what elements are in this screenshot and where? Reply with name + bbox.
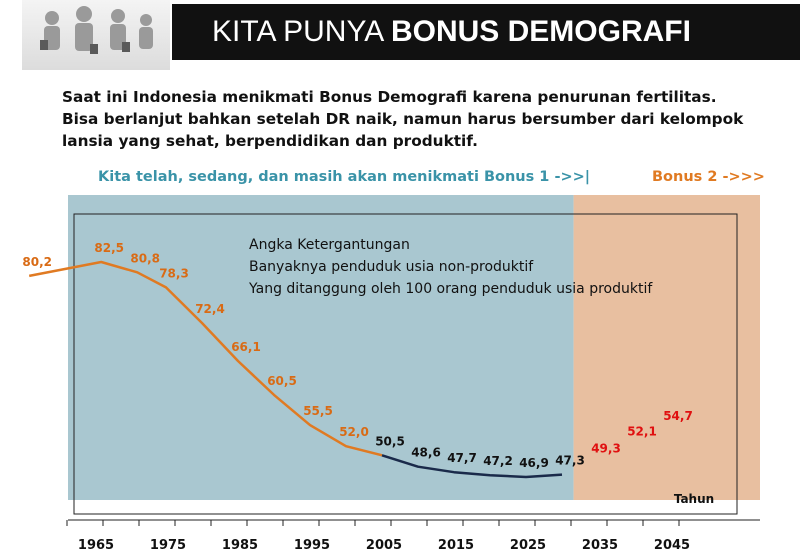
x-tick-label: 2025 bbox=[510, 538, 546, 553]
series-line-past bbox=[28, 260, 383, 457]
x-tick-label: 2035 bbox=[582, 538, 618, 553]
title-light: KITA PUNYA bbox=[212, 15, 391, 48]
data-label: 60,5 bbox=[267, 374, 297, 388]
data-label: 49,3 bbox=[591, 442, 621, 456]
data-label: 47,7 bbox=[447, 451, 477, 465]
data-label: 46,9 bbox=[519, 456, 549, 470]
series-lines bbox=[28, 260, 563, 479]
data-labels: 80,2 82,5 80,878,3 72,4 66,1 60,5 55,5 52,0 50,5… bbox=[22, 241, 692, 470]
data-label: 80,8 bbox=[130, 251, 160, 265]
data-label: 47,2 bbox=[483, 454, 513, 468]
intro-line-1: Saat ini Indonesia menikmati Bonus Demog… bbox=[62, 88, 717, 106]
data-label: 52,1 bbox=[627, 425, 657, 439]
data-label: 54,7 bbox=[663, 409, 693, 423]
page-title: KITA PUNYA BONUS DEMOGRAFI bbox=[212, 10, 691, 54]
x-tick-label: 2015 bbox=[438, 538, 474, 553]
data-label: 55,5 bbox=[303, 404, 333, 418]
data-label: 72,4 bbox=[195, 302, 225, 316]
data-label: 80,2 bbox=[22, 255, 52, 269]
chart-subtitle-2: Yang ditanggung oleh 100 orang penduduk … bbox=[249, 281, 653, 297]
chart-subtitle-1: Banyaknya penduduk usia non-produktif bbox=[249, 259, 534, 275]
chart-legend: Angka Ketergantungan Banyaknya penduduk … bbox=[249, 234, 652, 300]
chart-title: Angka Ketergantungan bbox=[249, 237, 410, 253]
people-group-icon bbox=[22, 0, 170, 70]
intro-text: Saat ini Indonesia menikmati Bonus Demog… bbox=[62, 86, 744, 152]
series-line-projection bbox=[381, 454, 563, 479]
x-tick-label: 1975 bbox=[150, 538, 186, 553]
x-tick-label: 1965 bbox=[78, 538, 114, 553]
data-label: 50,5 bbox=[375, 434, 405, 448]
x-tick-labels: 1965 1975 1985 1995 2005 2015 2025 2035 2045 bbox=[78, 538, 690, 553]
data-label: 48,6 bbox=[411, 446, 441, 460]
x-tick-label: 1985 bbox=[222, 538, 258, 553]
x-axis-title: Tahun bbox=[674, 492, 714, 506]
x-tick-label: 2045 bbox=[654, 538, 690, 553]
plot-frame bbox=[73, 213, 738, 515]
x-tick-label: 2005 bbox=[366, 538, 402, 553]
header-banner: KITA PUNYA BONUS DEMOGRAFI bbox=[0, 0, 800, 72]
data-label: 82,5 bbox=[94, 241, 124, 255]
intro-line-2: Bisa berlanjut bahkan setelah DR naik, n… bbox=[62, 110, 744, 128]
title-bar bbox=[172, 4, 800, 60]
bonus1-region bbox=[68, 195, 574, 500]
intro-line-3: lansia yang sehat, berpendidikan dan pro… bbox=[62, 132, 478, 150]
title-bold: BONUS DEMOGRAFI bbox=[390, 15, 691, 48]
data-label: 47,3 bbox=[555, 454, 585, 468]
bonus1-label: Kita telah, sedang, dan masih akan menik… bbox=[98, 169, 591, 185]
bonus2-region bbox=[573, 195, 760, 500]
x-tick-label: 1995 bbox=[294, 538, 330, 553]
x-ticks bbox=[66, 520, 680, 526]
bonus2-label: Bonus 2 ->>> bbox=[652, 169, 765, 185]
data-label: 66,1 bbox=[231, 340, 261, 354]
data-label: 52,0 bbox=[339, 425, 369, 439]
data-label: 78,3 bbox=[159, 266, 189, 280]
